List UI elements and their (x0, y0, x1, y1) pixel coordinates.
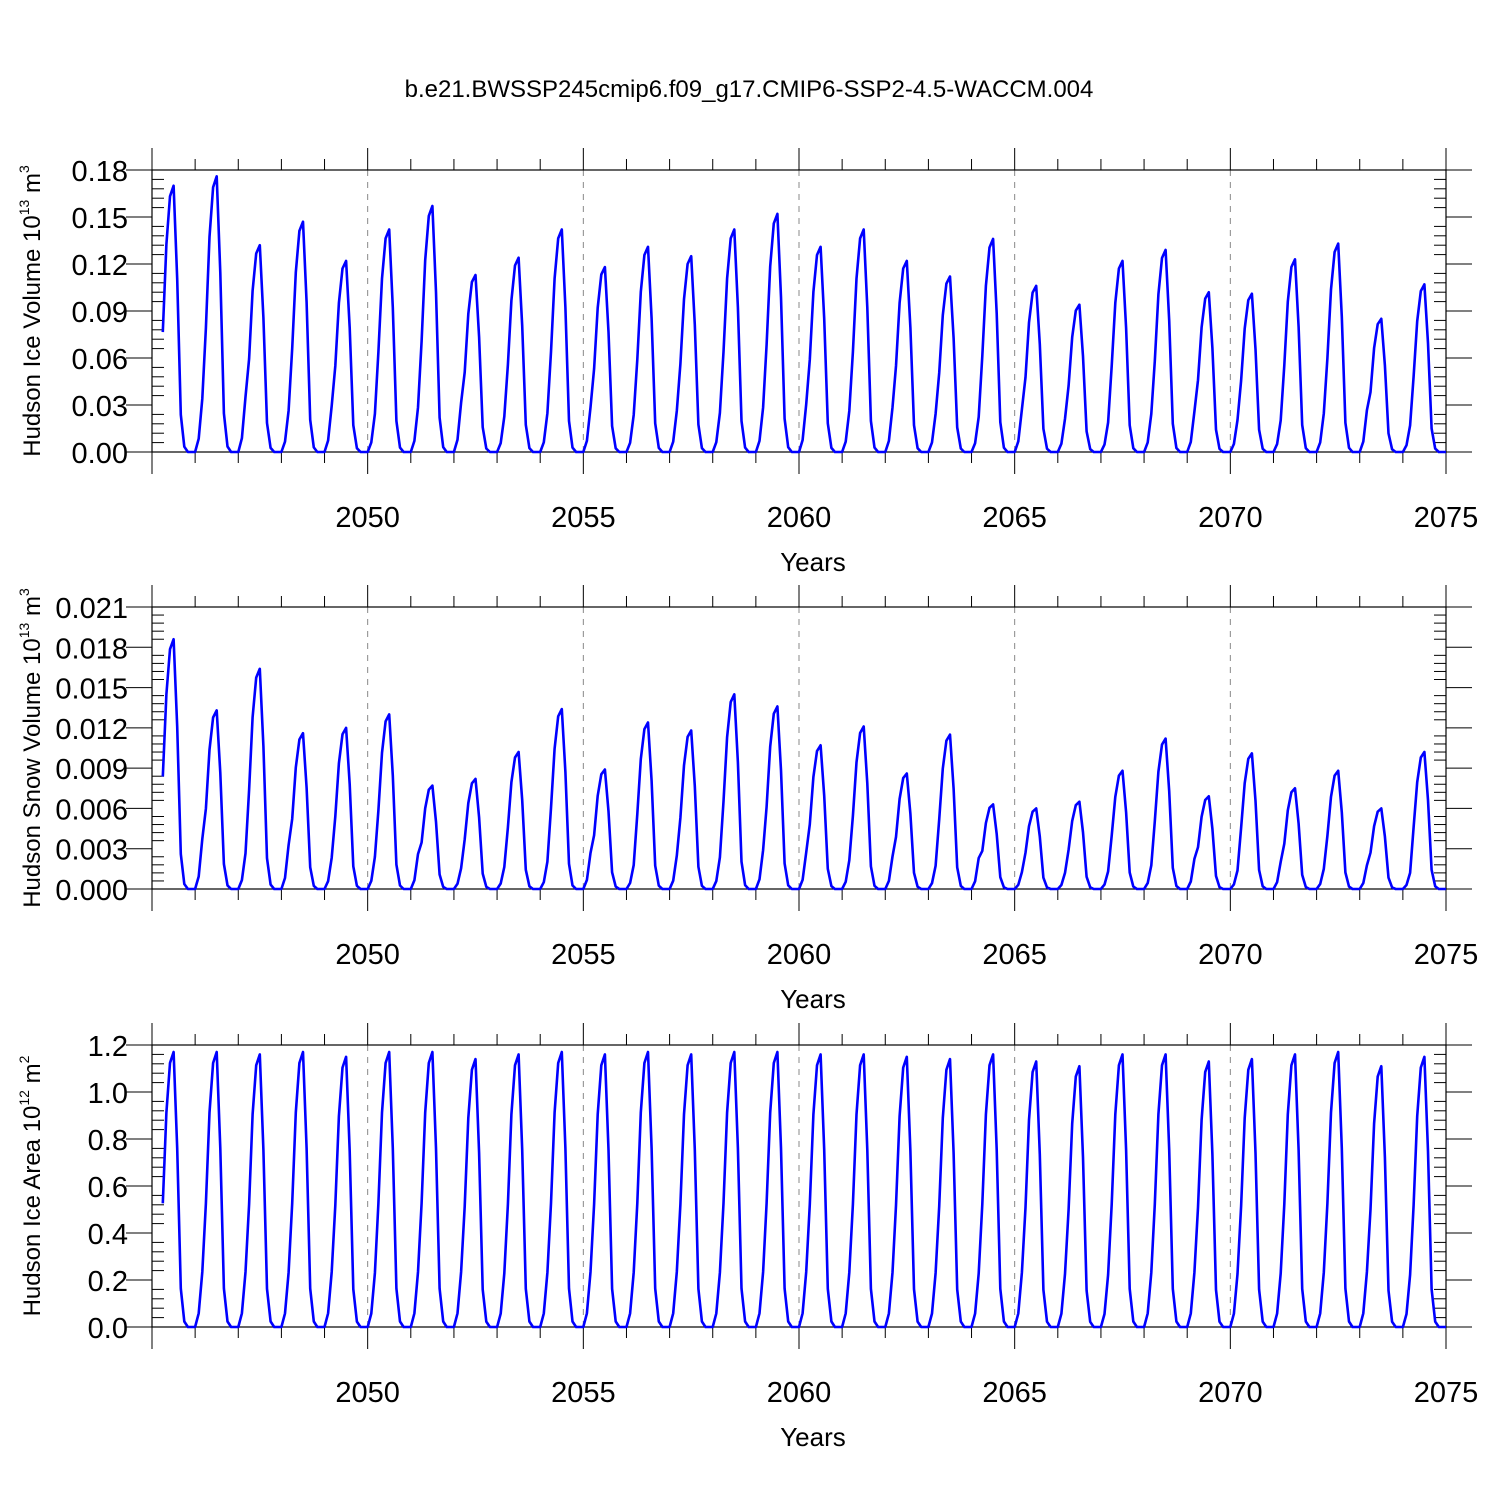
x-tick-label: 2070 (1198, 939, 1263, 971)
y-label-text: m (19, 596, 46, 623)
y-tick-label: 0.06 (72, 344, 128, 376)
y-tick-label: 0.15 (72, 203, 128, 235)
x-tick-label: 2050 (335, 1377, 400, 1409)
y-axis-label: Hudson Ice Area 1012 m2 (16, 1055, 46, 1316)
y-tick-label: 0.8 (88, 1125, 128, 1157)
y-label-superscript: 13 (16, 622, 32, 638)
y-tick-label: 0.12 (72, 250, 128, 282)
y-label-text: Hudson Ice Volume 10 (19, 215, 46, 457)
y-tick-label: 0.009 (55, 754, 128, 786)
y-tick-label: 0.012 (55, 714, 128, 746)
x-tick-label: 2070 (1198, 1377, 1263, 1409)
panels: 2050 2055 2060 2065 2070 2075Years0.000.030.0… (16, 148, 1478, 1452)
y-label-superscript: 12 (16, 1090, 32, 1106)
chart-title: b.e21.BWSSP245cmip6.f09_g17.CMIP6-SSP2-4… (405, 76, 1094, 103)
x-tick-label: 2055 (551, 502, 616, 534)
x-tick-label: 2075 (1414, 939, 1479, 971)
x-tick-label: 2065 (982, 1377, 1047, 1409)
y-axis-label: Hudson Ice Volume 1013 m3 (16, 165, 46, 457)
series-line-1 (161, 1050, 1446, 1329)
y-tick-label: 0.003 (55, 835, 128, 867)
y-tick-label: 0.006 (55, 794, 128, 826)
x-tick-label: 2075 (1414, 502, 1479, 534)
series-line-1 (161, 175, 1446, 454)
y-label-superscript: 3 (16, 165, 32, 173)
y-tick-label: 0.021 (55, 593, 128, 625)
y-tick-label: 0.09 (72, 297, 128, 329)
y-tick-label: 0.03 (72, 391, 128, 423)
y-tick-label: 0.00 (72, 438, 128, 470)
panel-1: 2050 2055 2060 2065 2070 2075 Years 0.00 0.03 0.0… (16, 148, 1478, 577)
y-label-superscript: 3 (16, 588, 32, 596)
x-tick-label: 2070 (1198, 502, 1263, 534)
series-line-1 (161, 637, 1446, 891)
y-tick-label: 1.2 (88, 1031, 128, 1063)
y-tick-label: 0.000 (55, 875, 128, 907)
y-tick-label: 0.6 (88, 1172, 128, 1204)
x-tick-label: 2050 (335, 502, 400, 534)
x-tick-label: 2065 (982, 939, 1047, 971)
y-tick-label: 1.0 (88, 1078, 128, 1110)
y-axis-label: Hudson Snow Volume 1013 m3 (16, 588, 46, 908)
x-axis-label: Years (780, 984, 846, 1014)
x-axis-label: Years (780, 1422, 846, 1452)
x-tick-label: 2050 (335, 939, 400, 971)
panel-2: 2050 2055 2060 2065 2070 2075 Years 0.000 0.003 0… (16, 585, 1478, 1014)
y-label-superscript: 2 (16, 1055, 32, 1063)
y-tick-label: 0.018 (55, 633, 128, 665)
y-tick-label: 0.4 (88, 1219, 128, 1251)
y-label-superscript: 13 (16, 199, 32, 215)
y-label-text: Hudson Ice Area 10 (19, 1106, 46, 1317)
y-label-text: m (19, 1063, 46, 1090)
x-tick-label: 2060 (767, 502, 832, 534)
y-tick-label: 0.2 (88, 1266, 128, 1298)
x-tick-label: 2055 (551, 1377, 616, 1409)
y-label-text: m (19, 173, 46, 200)
y-tick-label: 0.18 (72, 156, 128, 188)
x-tick-label: 2055 (551, 939, 616, 971)
y-tick-label: 0.015 (55, 674, 128, 706)
x-tick-label: 2060 (767, 1377, 832, 1409)
panel-3: 2050 2055 2060 2065 2070 2075 Years 0.0 0.2 0.4 0.… (16, 1023, 1478, 1452)
y-label-text: Hudson Snow Volume 10 (19, 638, 46, 908)
x-axis-label: Years (780, 547, 846, 577)
y-tick-label: 0.0 (88, 1313, 128, 1345)
x-tick-label: 2060 (767, 939, 832, 971)
x-tick-label: 2065 (982, 502, 1047, 534)
x-tick-label: 2075 (1414, 1377, 1479, 1409)
